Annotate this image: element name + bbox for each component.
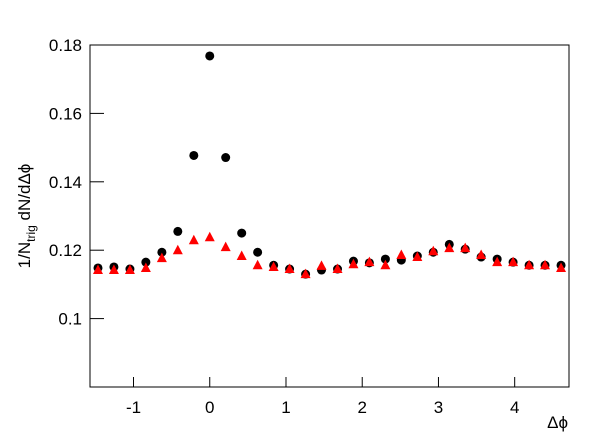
plot-frame [89, 44, 570, 388]
x-tick-label: 4 [510, 398, 519, 417]
triangle-point [508, 256, 519, 267]
triangle-point [220, 241, 231, 252]
y-tick-label: 0.12 [49, 241, 82, 260]
triangle-point [540, 259, 551, 270]
triangle-point [556, 262, 567, 272]
circle-point [173, 226, 183, 236]
triangle-point [252, 259, 263, 270]
triangle-point [172, 244, 183, 255]
triangle-point [412, 251, 423, 262]
circle-point [253, 247, 263, 257]
y-tick-label: 0.1 [58, 310, 82, 329]
y-label-main: 1/N [15, 242, 34, 268]
triangle-point [156, 252, 167, 263]
circle-point [141, 257, 151, 267]
triangle-point [92, 264, 103, 275]
triangle-point [364, 256, 375, 267]
x-tick-label: 1 [281, 398, 290, 417]
x-tick-label: 0 [205, 398, 214, 417]
triangle-point [492, 256, 503, 267]
triangle-point [316, 260, 327, 270]
circle-point [237, 228, 247, 238]
triangle-point [236, 250, 247, 261]
y-axis-label: 1/Ntrig dN/dΔϕ [15, 164, 38, 269]
triangle-point [524, 259, 535, 270]
circle-point [221, 153, 231, 163]
y-label-rest: dN/dΔϕ [15, 164, 34, 226]
triangle-point [300, 268, 311, 279]
triangle-point [204, 231, 215, 242]
triangle-point [108, 264, 119, 275]
x-axis-label: Δϕ [547, 413, 568, 432]
y-tick-label: 0.18 [49, 36, 82, 55]
circle-point [205, 51, 215, 61]
triangle-point [188, 234, 199, 245]
circle-point [157, 247, 167, 257]
triangle-point [348, 258, 359, 269]
triangle-point [140, 262, 151, 272]
circle-point [380, 254, 390, 264]
triangle-point [396, 249, 407, 259]
triangle-point [284, 263, 295, 274]
x-tick-label: 2 [357, 398, 366, 417]
circle-point [189, 150, 199, 160]
x-tick-label: 3 [434, 398, 443, 417]
y-tick-label: 0.16 [49, 104, 82, 123]
triangle-point [380, 259, 391, 270]
triangle-point [444, 242, 455, 253]
triangle-point [428, 245, 439, 256]
triangle-point [460, 242, 471, 253]
x-tick-label: -1 [126, 398, 141, 417]
triangle-point [476, 249, 487, 259]
triangle-point [332, 263, 343, 274]
triangle-point [268, 261, 279, 271]
y-tick-label: 0.14 [49, 173, 82, 192]
triangle-point [124, 264, 135, 275]
y-label-sub: trig [24, 225, 38, 242]
